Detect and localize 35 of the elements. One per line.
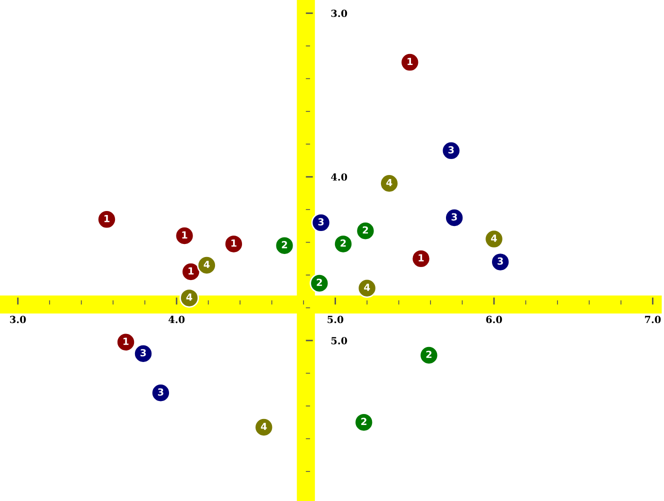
y-tick-label: 3.0 [331, 10, 348, 18]
point [224, 234, 244, 254]
series-label: 3 [318, 218, 324, 226]
text: 2 [361, 418, 366, 426]
point [96, 210, 116, 230]
text: 3 [158, 388, 164, 396]
text: 3 [452, 213, 457, 221]
text: 1 [104, 215, 110, 222]
text: 4 [386, 178, 392, 186]
text: 1 [231, 240, 236, 247]
series-label: 4 [364, 284, 370, 291]
x-tick-label: 3.0 [10, 316, 26, 324]
x-tick-label: 6.0 [486, 316, 502, 324]
text: 1 [418, 254, 424, 262]
x-tick-label: 7.0 [645, 316, 661, 324]
text: 1 [182, 231, 188, 238]
series-label: 2 [282, 241, 288, 248]
text: 2 [316, 278, 322, 286]
point [116, 332, 136, 352]
text: 2 [362, 226, 368, 234]
text: 3 [140, 349, 146, 356]
text: 1 [124, 338, 128, 345]
series-label: 1 [188, 267, 194, 274]
text: 4 [260, 422, 267, 430]
text: 4 [186, 294, 192, 301]
x-tick-label: 4.0 [168, 316, 185, 324]
text: 2 [426, 350, 432, 358]
y-tick-label: 4.0 [331, 173, 348, 181]
text: 4 [204, 260, 210, 268]
text: 3 [448, 146, 454, 154]
y-tick-label: 5.0 [331, 336, 348, 344]
text: 2 [340, 239, 346, 247]
text: 3 [498, 257, 503, 265]
text: 1 [408, 58, 413, 65]
text: 4 [491, 234, 497, 242]
